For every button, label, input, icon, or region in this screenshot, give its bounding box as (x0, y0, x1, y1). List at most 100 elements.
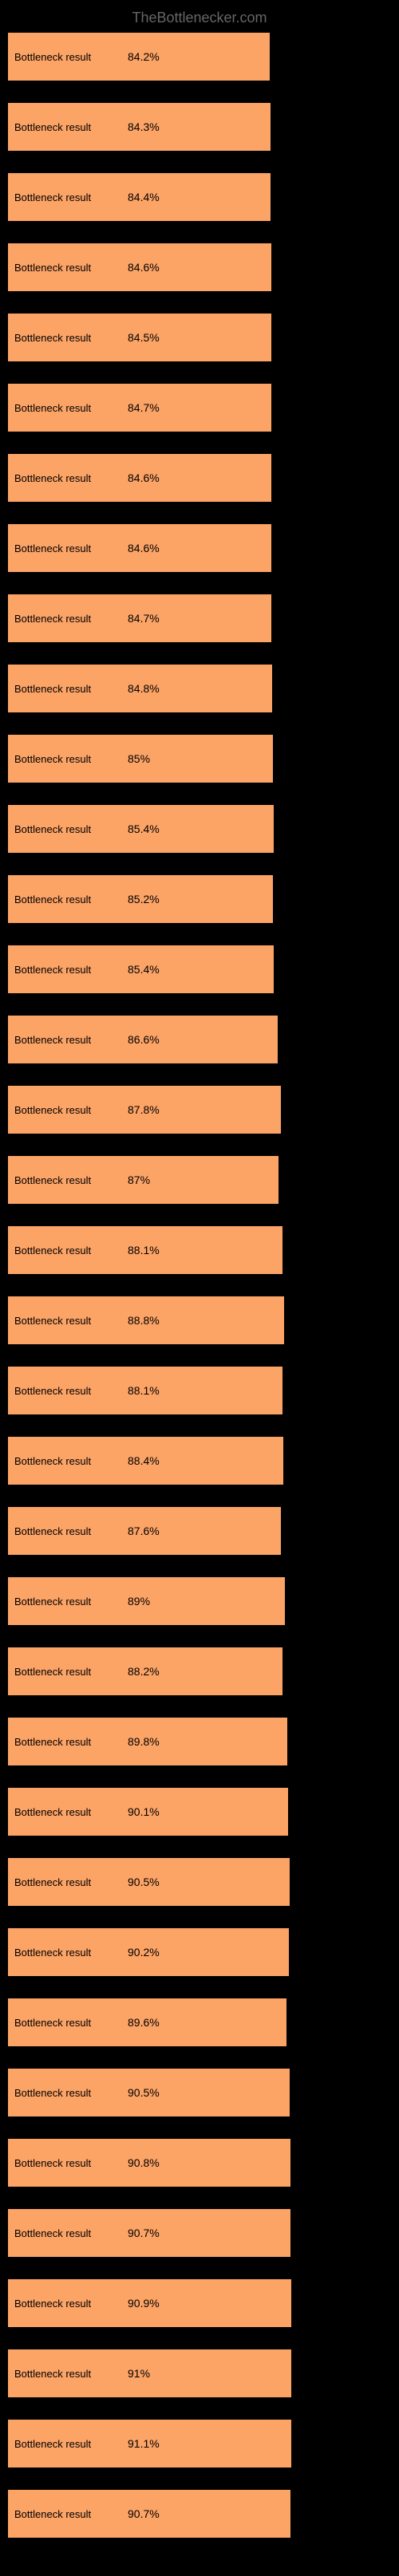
row-value: 87.6% (128, 1507, 160, 1555)
row-label: Bottleneck result (8, 805, 124, 853)
row-label: Bottleneck result (8, 384, 124, 432)
chart-row: Bottleneck result84.6% (8, 243, 391, 291)
chart-row: Bottleneck result84.8% (8, 665, 391, 712)
row-label: Bottleneck result (8, 875, 124, 923)
row-label: Bottleneck result (8, 665, 124, 712)
row-label: Bottleneck result (8, 735, 124, 783)
row-value: 88.1% (128, 1226, 160, 1274)
row-label: Bottleneck result (8, 1858, 124, 1906)
chart-row: Bottleneck result88.1% (8, 1367, 391, 1414)
row-value: 90.7% (128, 2490, 160, 2538)
row-value: 84.5% (128, 314, 160, 361)
row-label: Bottleneck result (8, 1577, 124, 1625)
row-value: 90.8% (128, 2139, 160, 2187)
row-value: 91% (128, 2349, 150, 2397)
row-label: Bottleneck result (8, 2279, 124, 2327)
row-value: 85.2% (128, 875, 160, 923)
row-label: Bottleneck result (8, 2069, 124, 2116)
chart-row: Bottleneck result90.7% (8, 2490, 391, 2538)
chart-row: Bottleneck result90.7% (8, 2209, 391, 2257)
row-label: Bottleneck result (8, 33, 124, 81)
chart-row: Bottleneck result84.4% (8, 173, 391, 221)
row-value: 84.4% (128, 173, 160, 221)
row-value: 84.7% (128, 594, 160, 642)
bottleneck-chart: Bottleneck result84.2%Bottleneck result8… (0, 33, 399, 2576)
row-value: 90.2% (128, 1928, 160, 1976)
row-label: Bottleneck result (8, 2209, 124, 2257)
row-label: Bottleneck result (8, 1647, 124, 1695)
chart-row: Bottleneck result88.8% (8, 1296, 391, 1344)
row-label: Bottleneck result (8, 1367, 124, 1414)
row-label: Bottleneck result (8, 1156, 124, 1204)
row-label: Bottleneck result (8, 2420, 124, 2468)
chart-row: Bottleneck result88.2% (8, 1647, 391, 1695)
site-header: TheBottlenecker.com (0, 0, 399, 33)
chart-row: Bottleneck result85% (8, 735, 391, 783)
chart-row: Bottleneck result84.3% (8, 103, 391, 151)
chart-row: Bottleneck result85.4% (8, 805, 391, 853)
chart-row: Bottleneck result90.2% (8, 1928, 391, 1976)
row-value: 84.6% (128, 454, 160, 502)
row-label: Bottleneck result (8, 1718, 124, 1765)
row-value: 90.7% (128, 2209, 160, 2257)
row-value: 84.3% (128, 103, 160, 151)
row-label: Bottleneck result (8, 1928, 124, 1976)
row-label: Bottleneck result (8, 1086, 124, 1134)
chart-row: Bottleneck result90.9% (8, 2279, 391, 2327)
row-label: Bottleneck result (8, 1507, 124, 1555)
row-label: Bottleneck result (8, 1016, 124, 1063)
row-label: Bottleneck result (8, 945, 124, 993)
row-label: Bottleneck result (8, 1437, 124, 1485)
chart-row: Bottleneck result90.1% (8, 1788, 391, 1836)
row-value: 88.1% (128, 1367, 160, 1414)
row-label: Bottleneck result (8, 2139, 124, 2187)
row-label: Bottleneck result (8, 594, 124, 642)
row-label: Bottleneck result (8, 243, 124, 291)
chart-row: Bottleneck result88.1% (8, 1226, 391, 1274)
row-value: 84.7% (128, 384, 160, 432)
row-label: Bottleneck result (8, 1788, 124, 1836)
chart-row: Bottleneck result84.7% (8, 594, 391, 642)
chart-row: Bottleneck result84.6% (8, 524, 391, 572)
chart-row: Bottleneck result90.5% (8, 2069, 391, 2116)
row-value: 87.8% (128, 1086, 160, 1134)
row-value: 89% (128, 1577, 150, 1625)
chart-row: Bottleneck result87.8% (8, 1086, 391, 1134)
row-value: 90.1% (128, 1788, 160, 1836)
row-value: 84.6% (128, 243, 160, 291)
chart-row: Bottleneck result87.6% (8, 1507, 391, 1555)
row-value: 85.4% (128, 805, 160, 853)
chart-row: Bottleneck result85.2% (8, 875, 391, 923)
chart-row: Bottleneck result86.6% (8, 1016, 391, 1063)
row-value: 86.6% (128, 1016, 160, 1063)
chart-row: Bottleneck result84.6% (8, 454, 391, 502)
chart-row: Bottleneck result89% (8, 1577, 391, 1625)
row-value: 89.8% (128, 1718, 160, 1765)
row-value: 85.4% (128, 945, 160, 993)
chart-row: Bottleneck result84.5% (8, 314, 391, 361)
row-label: Bottleneck result (8, 103, 124, 151)
row-label: Bottleneck result (8, 524, 124, 572)
row-value: 85% (128, 735, 150, 783)
row-label: Bottleneck result (8, 173, 124, 221)
chart-row: Bottleneck result90.8% (8, 2139, 391, 2187)
chart-row: Bottleneck result87% (8, 1156, 391, 1204)
row-label: Bottleneck result (8, 454, 124, 502)
row-value: 91.1% (128, 2420, 160, 2468)
chart-row: Bottleneck result84.2% (8, 33, 391, 81)
row-value: 90.5% (128, 1858, 160, 1906)
chart-row: Bottleneck result85.4% (8, 945, 391, 993)
row-value: 88.2% (128, 1647, 160, 1695)
row-label: Bottleneck result (8, 1296, 124, 1344)
chart-row: Bottleneck result90.5% (8, 1858, 391, 1906)
row-value: 90.5% (128, 2069, 160, 2116)
row-value: 90.9% (128, 2279, 160, 2327)
row-value: 87% (128, 1156, 150, 1204)
row-value: 88.8% (128, 1296, 160, 1344)
chart-row: Bottleneck result91% (8, 2349, 391, 2397)
row-value: 84.8% (128, 665, 160, 712)
chart-row: Bottleneck result89.8% (8, 1718, 391, 1765)
chart-row: Bottleneck result88.4% (8, 1437, 391, 1485)
chart-row: Bottleneck result91.1% (8, 2420, 391, 2468)
row-label: Bottleneck result (8, 1226, 124, 1274)
